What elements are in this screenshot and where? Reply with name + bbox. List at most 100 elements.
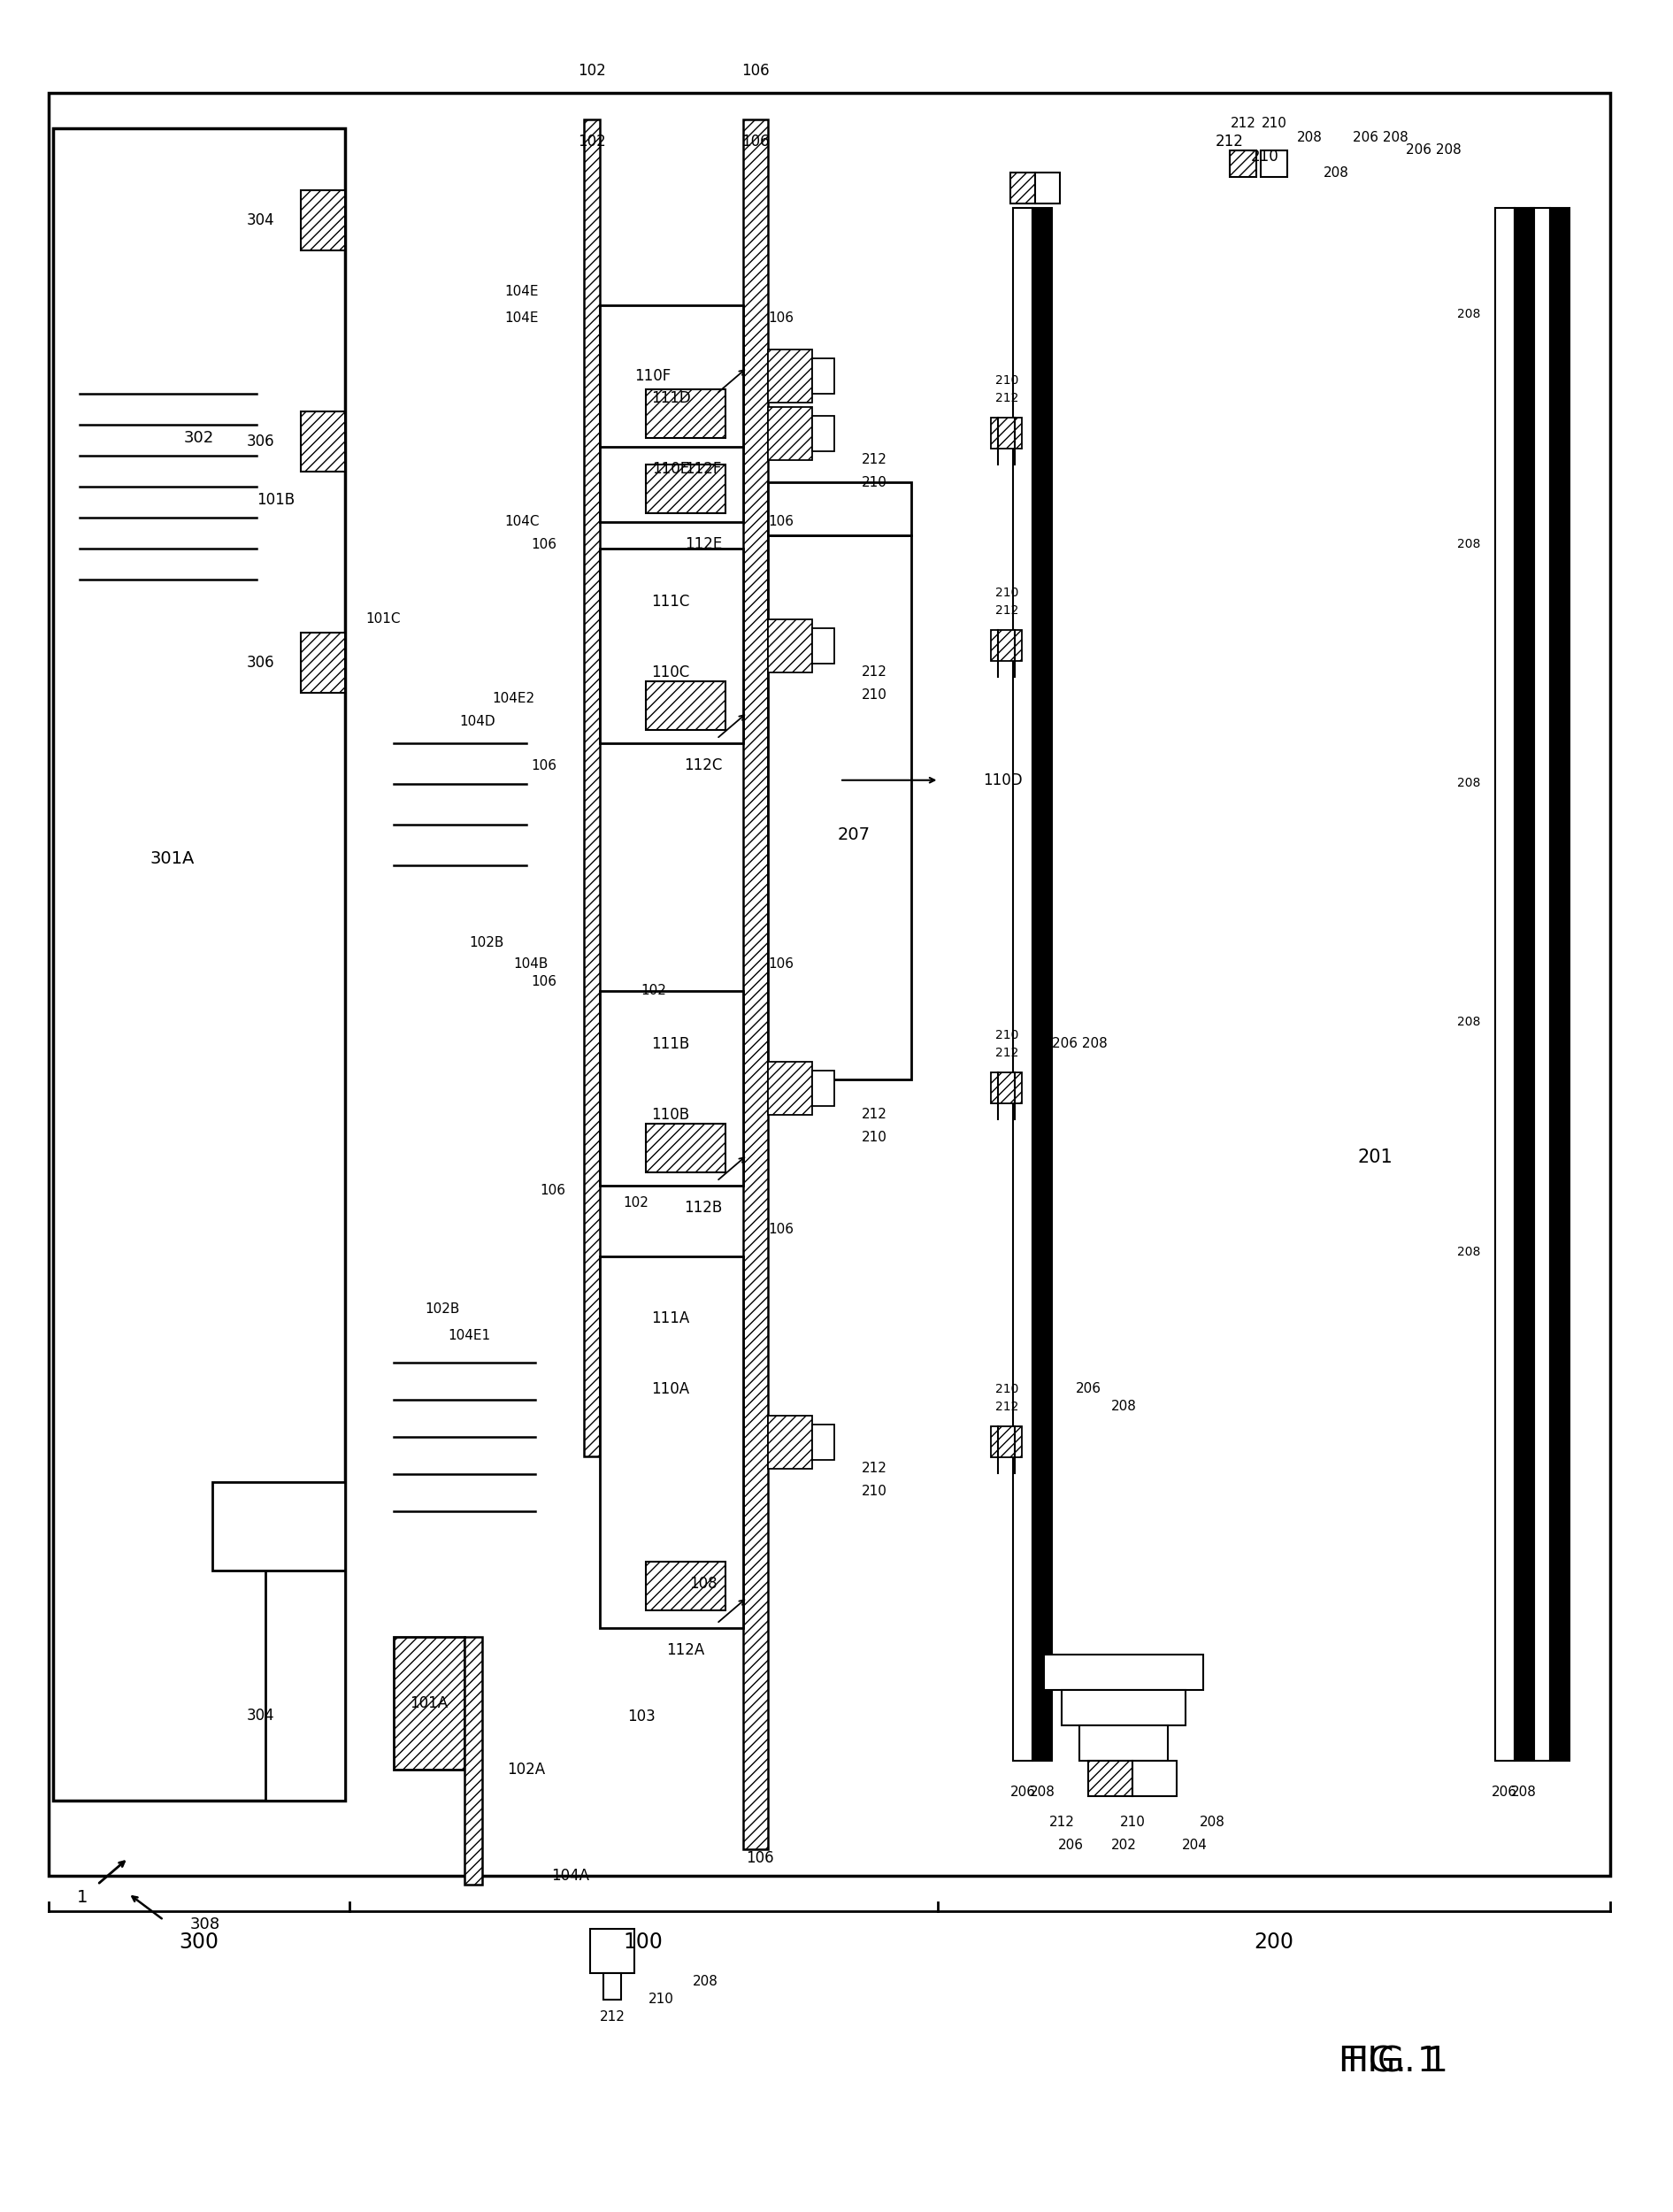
Text: 206: 206	[1010, 1785, 1036, 1798]
Text: 112E: 112E	[684, 535, 723, 553]
Bar	[49, 93, 1609, 1876]
Text: 306: 306	[248, 434, 274, 449]
Text: 210: 210	[1251, 148, 1280, 164]
Text: 212: 212	[862, 666, 887, 679]
Text: 208: 208	[1457, 538, 1481, 551]
Bar	[584, 119, 601, 1455]
Text: 208: 208	[1457, 307, 1481, 321]
Text: 210: 210	[1119, 1816, 1146, 1829]
Text: 103: 103	[627, 1708, 656, 1725]
Text: 212: 212	[862, 453, 887, 467]
Bar	[768, 619, 811, 672]
Text: 206 208: 206 208	[1405, 144, 1461, 157]
Text: 210: 210	[995, 1382, 1019, 1396]
Bar	[768, 407, 811, 460]
Bar	[1531, 208, 1549, 1761]
Bar	[1044, 1655, 1203, 1690]
Bar	[601, 345, 743, 522]
Bar	[301, 633, 345, 692]
Text: 110C: 110C	[651, 664, 689, 681]
Text: 106: 106	[540, 1183, 565, 1197]
Bar	[1514, 208, 1534, 1761]
Text: 206: 206	[1491, 1785, 1517, 1798]
Text: 304: 304	[248, 1708, 274, 1723]
Text: 208: 208	[1323, 166, 1348, 179]
Text: 111C: 111C	[651, 593, 689, 611]
Text: 102A: 102A	[507, 1761, 545, 1778]
Text: 208: 208	[1457, 1245, 1481, 1259]
Text: FIG. 1: FIG. 1	[1347, 2044, 1449, 2079]
Bar	[591, 1929, 634, 1973]
Text: 106: 106	[768, 958, 795, 971]
Text: 102: 102	[641, 984, 666, 998]
Text: 101C: 101C	[365, 613, 400, 626]
Text: 102: 102	[577, 62, 606, 80]
Bar	[1496, 208, 1514, 1761]
Text: 210: 210	[1261, 117, 1287, 131]
Text: 112F: 112F	[684, 460, 721, 478]
Bar	[1230, 150, 1256, 177]
Bar	[1032, 208, 1052, 1761]
Bar	[811, 1425, 835, 1460]
Bar	[811, 628, 835, 664]
Text: 208: 208	[1457, 776, 1481, 790]
Text: 210: 210	[862, 1130, 887, 1144]
Bar	[811, 416, 835, 451]
Text: 104E: 104E	[505, 285, 539, 299]
Text: 101A: 101A	[410, 1694, 448, 1712]
Text: 106: 106	[746, 1849, 775, 1867]
Text: 212: 212	[862, 1108, 887, 1121]
Text: 208: 208	[1297, 131, 1322, 144]
Text: 104E1: 104E1	[448, 1329, 490, 1343]
Bar	[743, 119, 768, 1849]
Text: 210: 210	[862, 688, 887, 701]
Text: 212: 212	[862, 1462, 887, 1475]
Bar	[1010, 173, 1036, 204]
Bar	[212, 1482, 345, 1571]
Bar	[990, 1427, 1022, 1458]
Text: 106: 106	[768, 312, 795, 325]
Text: 308: 308	[191, 1916, 221, 1933]
Text: 110E: 110E	[652, 460, 689, 478]
Bar	[811, 1071, 835, 1106]
Text: 212: 212	[1049, 1816, 1074, 1829]
Text: 104B: 104B	[514, 958, 549, 971]
Bar	[1261, 150, 1287, 177]
Text: 206: 206	[1076, 1382, 1101, 1396]
Text: FIG. 1: FIG. 1	[1338, 2044, 1439, 2079]
Bar	[646, 681, 726, 730]
Text: 106: 106	[741, 133, 770, 150]
Bar	[393, 1637, 465, 1770]
Text: 206 208: 206 208	[1352, 131, 1409, 144]
Bar	[646, 1124, 726, 1172]
Text: 206: 206	[1057, 1838, 1084, 1851]
Bar	[646, 465, 726, 513]
Text: 102B: 102B	[470, 936, 504, 949]
Text: 204: 204	[1181, 1838, 1208, 1851]
Text: 106: 106	[768, 1223, 795, 1237]
Bar	[990, 1073, 1022, 1104]
Bar	[301, 1686, 345, 1745]
Bar	[1079, 1725, 1168, 1761]
Bar	[1549, 208, 1569, 1761]
Text: 106: 106	[741, 62, 770, 80]
Text: 301A: 301A	[151, 849, 194, 867]
Bar	[465, 1637, 482, 1885]
Bar	[811, 358, 835, 394]
Text: 106: 106	[532, 759, 557, 772]
Text: 212: 212	[1216, 133, 1243, 150]
Text: 200: 200	[1255, 1931, 1293, 1953]
Text: 102: 102	[624, 1197, 649, 1210]
Text: 104E2: 104E2	[492, 692, 534, 706]
Bar	[1062, 1690, 1186, 1725]
Text: 110F: 110F	[634, 367, 671, 385]
Text: 306: 306	[248, 655, 274, 670]
Bar	[990, 418, 1022, 449]
Bar	[604, 1973, 621, 2000]
Text: 207: 207	[838, 825, 870, 843]
Text: 102B: 102B	[425, 1303, 460, 1316]
Bar	[601, 305, 743, 447]
Text: 212: 212	[995, 392, 1019, 405]
Bar	[1133, 1761, 1176, 1796]
Bar	[601, 991, 743, 1186]
